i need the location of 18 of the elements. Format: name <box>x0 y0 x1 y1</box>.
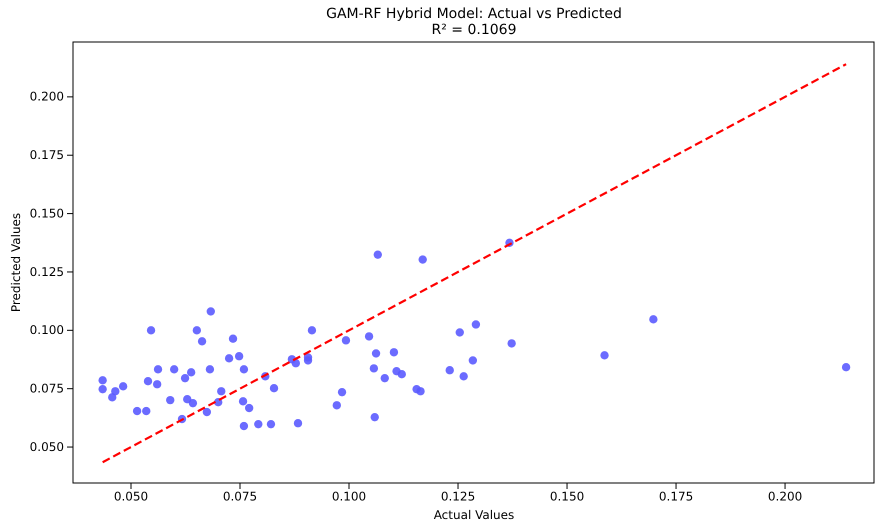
y-tick-label: 0.075 <box>30 382 64 396</box>
x-tick-label: 0.100 <box>332 490 366 504</box>
x-tick-label: 0.050 <box>114 490 148 504</box>
x-tick-label: 0.175 <box>658 490 694 504</box>
y-tick-label: 0.050 <box>30 440 64 454</box>
chart-subtitle: R² = 0.1069 <box>432 22 516 38</box>
y-tick-label: 0.100 <box>30 323 64 338</box>
x-axis-title: Actual Values <box>434 508 514 522</box>
x-tick-label: 0.150 <box>550 490 584 504</box>
x-tick-label: 0.125 <box>440 490 476 504</box>
y-tick-label: 0.200 <box>30 90 64 104</box>
y-axis-title: Predicted Values <box>9 212 23 312</box>
x-tick-label: 0.075 <box>222 490 258 504</box>
y-tick-label: 0.150 <box>30 206 64 220</box>
chart-title: GAM-RF Hybrid Model: Actual vs Predicted <box>326 6 622 22</box>
y-tick-label: 0.175 <box>30 148 64 162</box>
y-tick-label: 0.125 <box>30 264 64 279</box>
x-tick-label: 0.200 <box>768 490 802 504</box>
